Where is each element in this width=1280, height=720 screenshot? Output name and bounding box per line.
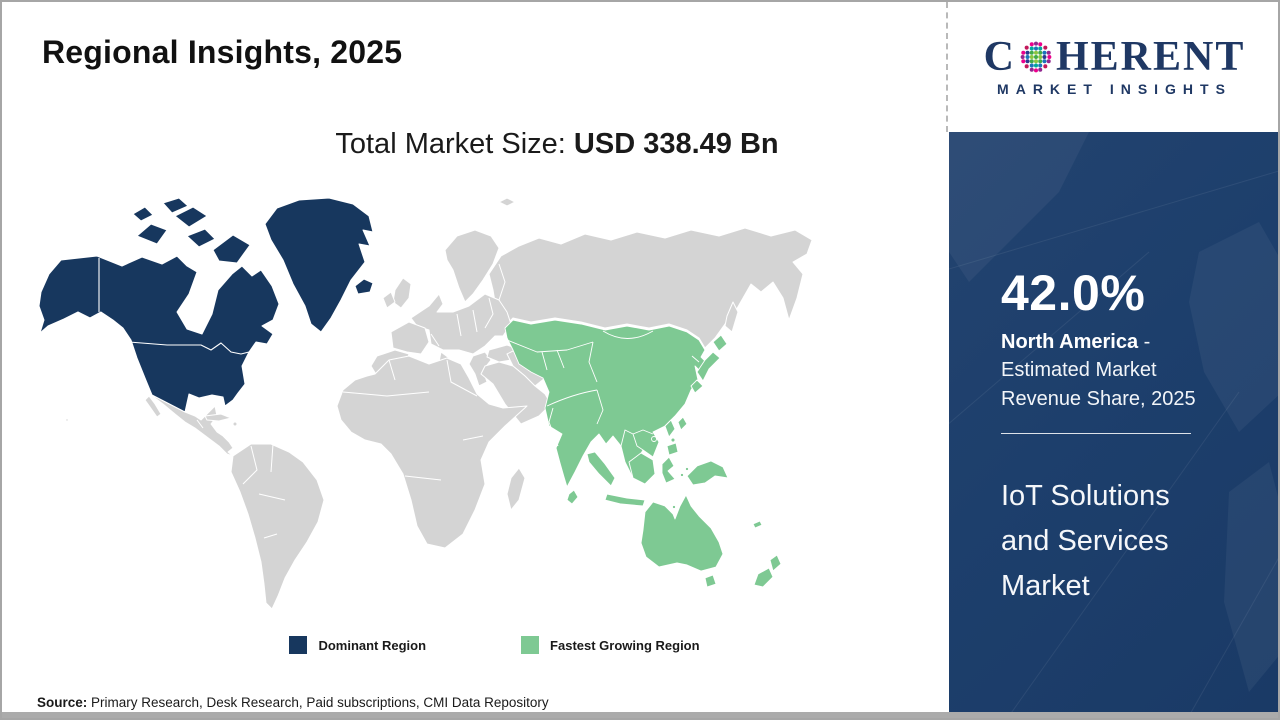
legend-swatch-fastest-growing <box>521 636 540 654</box>
logo-dashed-separator <box>946 2 948 132</box>
brand-prefix: C <box>983 33 1016 80</box>
world-map-svg <box>38 197 813 610</box>
map-arctic-island <box>186 228 216 248</box>
source-label: Source: <box>37 695 88 710</box>
map-new-guinea <box>686 460 729 486</box>
page-title: Regional Insights, 2025 <box>42 34 403 70</box>
legend-label-fastest-growing: Fastest Growing Region <box>550 637 700 653</box>
map-hawaii <box>65 418 69 422</box>
map-sakhalin <box>724 301 739 333</box>
brand-subtitle: MARKET INSIGHTS <box>997 80 1232 97</box>
map-neutral-land <box>65 197 813 610</box>
map-japan-hokkaido <box>712 334 728 352</box>
sidebar-content: 42.0% North America - Estimated Market R… <box>949 132 1278 609</box>
market-share-description: North America - Estimated Market Revenue… <box>1001 328 1236 413</box>
world-map <box>37 194 817 626</box>
market-share-desc-text: - Estimated Market Revenue Share, 2025 <box>1001 331 1196 410</box>
map-australia <box>640 494 724 572</box>
total-market-size-label: Total Market Size: <box>335 128 574 160</box>
map-lesser-sunda <box>671 504 677 510</box>
sidebar-divider <box>1001 433 1191 435</box>
market-name: IoT Solutions and Services Market <box>1001 480 1170 603</box>
map-tasmania <box>704 574 717 588</box>
bottom-strip <box>2 712 1278 718</box>
legend-item-dominant: Dominant Region <box>289 636 426 654</box>
map-sumatra <box>586 451 616 487</box>
map-dominant-region <box>38 197 374 413</box>
map-philippines-visayas <box>670 437 676 443</box>
map-moluccas <box>684 466 690 472</box>
map-russia <box>488 227 813 349</box>
map-north-america-borders <box>98 258 250 355</box>
legend-item-fastest-growing: Fastest Growing Region <box>521 636 700 654</box>
map-africa <box>336 355 528 549</box>
map-borneo <box>628 452 656 485</box>
map-hispaniola <box>232 421 238 427</box>
map-france <box>390 321 430 355</box>
map-java <box>604 493 646 507</box>
legend-swatch-dominant <box>289 636 308 654</box>
map-arctic-island <box>174 206 208 228</box>
map-madagascar <box>506 467 526 511</box>
globe-dots-icon <box>1020 41 1052 72</box>
total-market-size: Total Market Size: USD 338.49 Bn <box>2 128 1112 161</box>
map-britain <box>392 277 412 309</box>
map-new-caledonia <box>752 520 763 529</box>
map-arctic-island <box>132 206 154 222</box>
stats-sidebar: 42.0% North America - Estimated Market R… <box>949 132 1278 716</box>
map-sulawesi <box>661 456 676 484</box>
map-svalbard <box>498 197 516 207</box>
map-ireland <box>382 291 396 309</box>
legend-label-dominant: Dominant Region <box>318 637 427 653</box>
map-hainan <box>651 436 657 442</box>
brand-suffix: HERENT <box>1055 33 1246 80</box>
map-asia-internal-borders <box>506 330 700 451</box>
map-baffin-island <box>212 234 251 264</box>
map-north-america-mainland <box>38 255 280 413</box>
market-share-value: 42.0% <box>1001 265 1146 321</box>
map-neutral-borders <box>196 263 506 539</box>
map-mexico-central-america <box>151 394 234 457</box>
map-arctic-island <box>136 223 168 245</box>
source-text: Primary Research, Desk Research, Paid su… <box>87 695 549 710</box>
map-fastest-growing-region <box>504 319 782 588</box>
market-share-region: North America <box>1001 331 1139 353</box>
map-moluccas <box>679 472 685 478</box>
source-line: Source: Primary Research, Desk Research,… <box>37 695 549 710</box>
map-japan-kyushu <box>690 379 704 394</box>
map-baja <box>144 395 162 418</box>
map-philippines-luzon <box>664 419 676 438</box>
map-taiwan <box>677 416 688 431</box>
map-scandinavia <box>444 229 500 303</box>
map-philippines-mindanao <box>666 442 679 456</box>
map-south-america <box>230 443 325 610</box>
map-us-canada-border <box>128 341 250 355</box>
map-new-zealand-north <box>769 554 782 572</box>
map-arctic-island <box>162 197 189 214</box>
map-new-zealand-south <box>753 567 774 588</box>
map-sri-lanka <box>566 489 579 505</box>
map-japan-honshu <box>696 351 721 382</box>
total-market-size-value: USD 338.49 Bn <box>573 128 779 160</box>
map-greenland <box>264 197 374 333</box>
map-iceland <box>354 278 374 295</box>
brand-logo: C <box>949 2 1278 130</box>
map-cuba <box>204 413 232 422</box>
brand-wordmark: C <box>984 36 1246 78</box>
map-legend: Dominant Region Fastest Growing Region <box>2 636 987 654</box>
